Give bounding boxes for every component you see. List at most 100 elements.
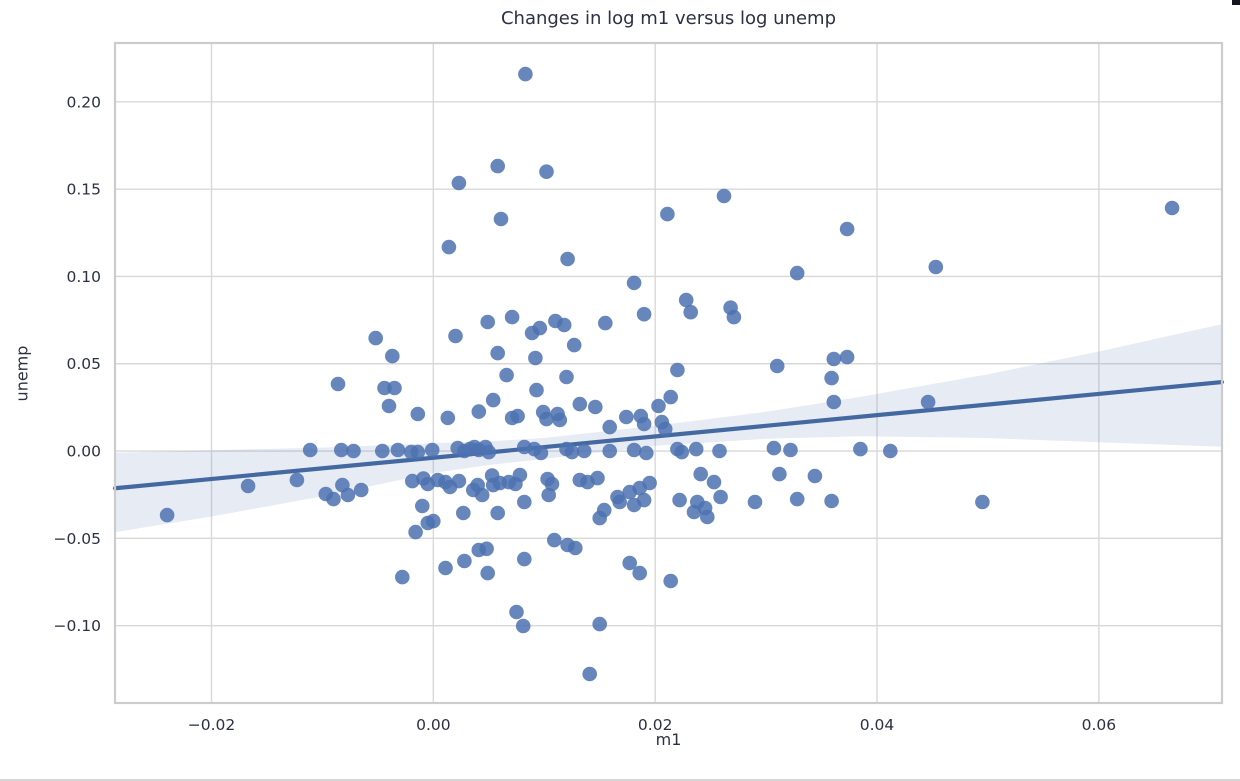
scatter-point <box>387 380 402 396</box>
scatter-point <box>504 309 520 325</box>
scatter-point <box>240 478 256 494</box>
scatter-point <box>424 442 440 458</box>
scatter-point <box>636 416 652 432</box>
scatter-point <box>619 409 634 425</box>
scatter-point <box>560 251 575 267</box>
scatter-point <box>789 265 805 281</box>
scatter-point <box>541 487 556 503</box>
scatter-point <box>289 472 305 488</box>
scatter-point <box>572 396 588 412</box>
scatter-point <box>480 565 496 581</box>
scatter-point <box>529 382 544 398</box>
scatter-point <box>408 524 423 540</box>
scatter-point <box>517 494 532 510</box>
scatter-point <box>490 505 506 521</box>
scatter-point <box>670 362 685 378</box>
scatter-point <box>639 445 654 461</box>
scatter-point <box>471 404 487 419</box>
x-axis-label: m1 <box>655 730 682 749</box>
scatter-point <box>663 573 678 589</box>
scatter-point <box>564 444 580 460</box>
scatter-point <box>346 443 361 459</box>
y-tick-label: −0.10 <box>54 617 102 635</box>
scatter-point <box>789 491 805 507</box>
scatter-point <box>1164 200 1180 216</box>
scatter-point <box>713 489 728 505</box>
scatter-point <box>390 442 406 458</box>
scatter-point <box>602 443 617 459</box>
scatter-point <box>395 569 410 585</box>
scatter-point <box>410 406 426 422</box>
y-tick-label: 0.20 <box>66 93 101 111</box>
scatter-point <box>588 399 603 415</box>
scatter-point <box>602 419 617 435</box>
scatter-point <box>626 275 642 291</box>
screen-bottom-edge <box>0 779 1240 781</box>
scatter-point <box>524 325 540 341</box>
scatter-point <box>839 349 855 365</box>
scatter-point <box>853 441 868 457</box>
scatter-point <box>592 510 607 526</box>
scatter-point <box>375 443 390 459</box>
scatter-point <box>824 370 839 386</box>
scatter-point <box>660 206 675 222</box>
scatter-point <box>826 394 842 410</box>
scatter-point <box>632 565 647 581</box>
scatter-point <box>415 498 430 514</box>
scatter-point <box>824 493 839 509</box>
scatter-point <box>920 394 936 410</box>
scatter-point <box>517 551 532 567</box>
scatter-point <box>381 398 397 414</box>
scatter-point <box>159 507 175 523</box>
scatter-point <box>612 494 627 510</box>
scatter-point <box>385 348 400 364</box>
scatter-point <box>377 380 392 396</box>
scatter-point <box>674 444 690 460</box>
scatter-point <box>636 306 652 322</box>
scatter-point <box>474 487 490 503</box>
scatter-point <box>566 337 582 353</box>
screen-corner-artifact <box>1232 0 1240 5</box>
plot-background <box>115 43 1222 703</box>
scatter-point <box>539 411 554 427</box>
scatter-point <box>598 315 613 331</box>
scatter-point <box>678 292 694 308</box>
scatter-point <box>590 470 605 486</box>
scatter-point <box>642 475 657 491</box>
scatter-point <box>539 164 554 179</box>
scatter-point <box>490 345 506 361</box>
scatter-point <box>456 505 471 521</box>
y-tick-label: 0.00 <box>66 443 101 461</box>
scatter-point <box>547 532 562 548</box>
scatter-point <box>556 317 572 333</box>
scatter-point <box>651 398 666 414</box>
scatter-point <box>766 440 782 456</box>
scatter-point <box>533 445 549 461</box>
scatter-point <box>826 351 842 367</box>
scatter-point <box>559 369 574 385</box>
scatter-point <box>592 616 607 632</box>
scatter-point <box>622 555 637 571</box>
x-tick-label: −0.02 <box>188 716 236 734</box>
y-tick-label: 0.15 <box>66 181 101 199</box>
scatter-point <box>340 487 356 503</box>
scatter-point <box>686 504 702 520</box>
scatter-point <box>493 211 509 227</box>
scatter-point <box>510 408 525 424</box>
scatter-point <box>747 494 763 510</box>
chart-title: Changes in log m1 versus log unemp <box>500 8 837 29</box>
scatter-point <box>448 328 463 344</box>
scatter-point <box>706 474 722 490</box>
scatter-point <box>582 666 597 682</box>
scatter-point <box>368 330 384 346</box>
scatter-point <box>451 473 467 489</box>
scatter-point <box>883 443 898 459</box>
scatter-point <box>330 376 346 392</box>
x-tick-label: 0.00 <box>416 716 451 734</box>
scatter-point <box>302 442 318 458</box>
y-tick-label: −0.05 <box>54 530 102 548</box>
scatter-point <box>975 494 990 510</box>
scatter-point <box>807 468 823 484</box>
